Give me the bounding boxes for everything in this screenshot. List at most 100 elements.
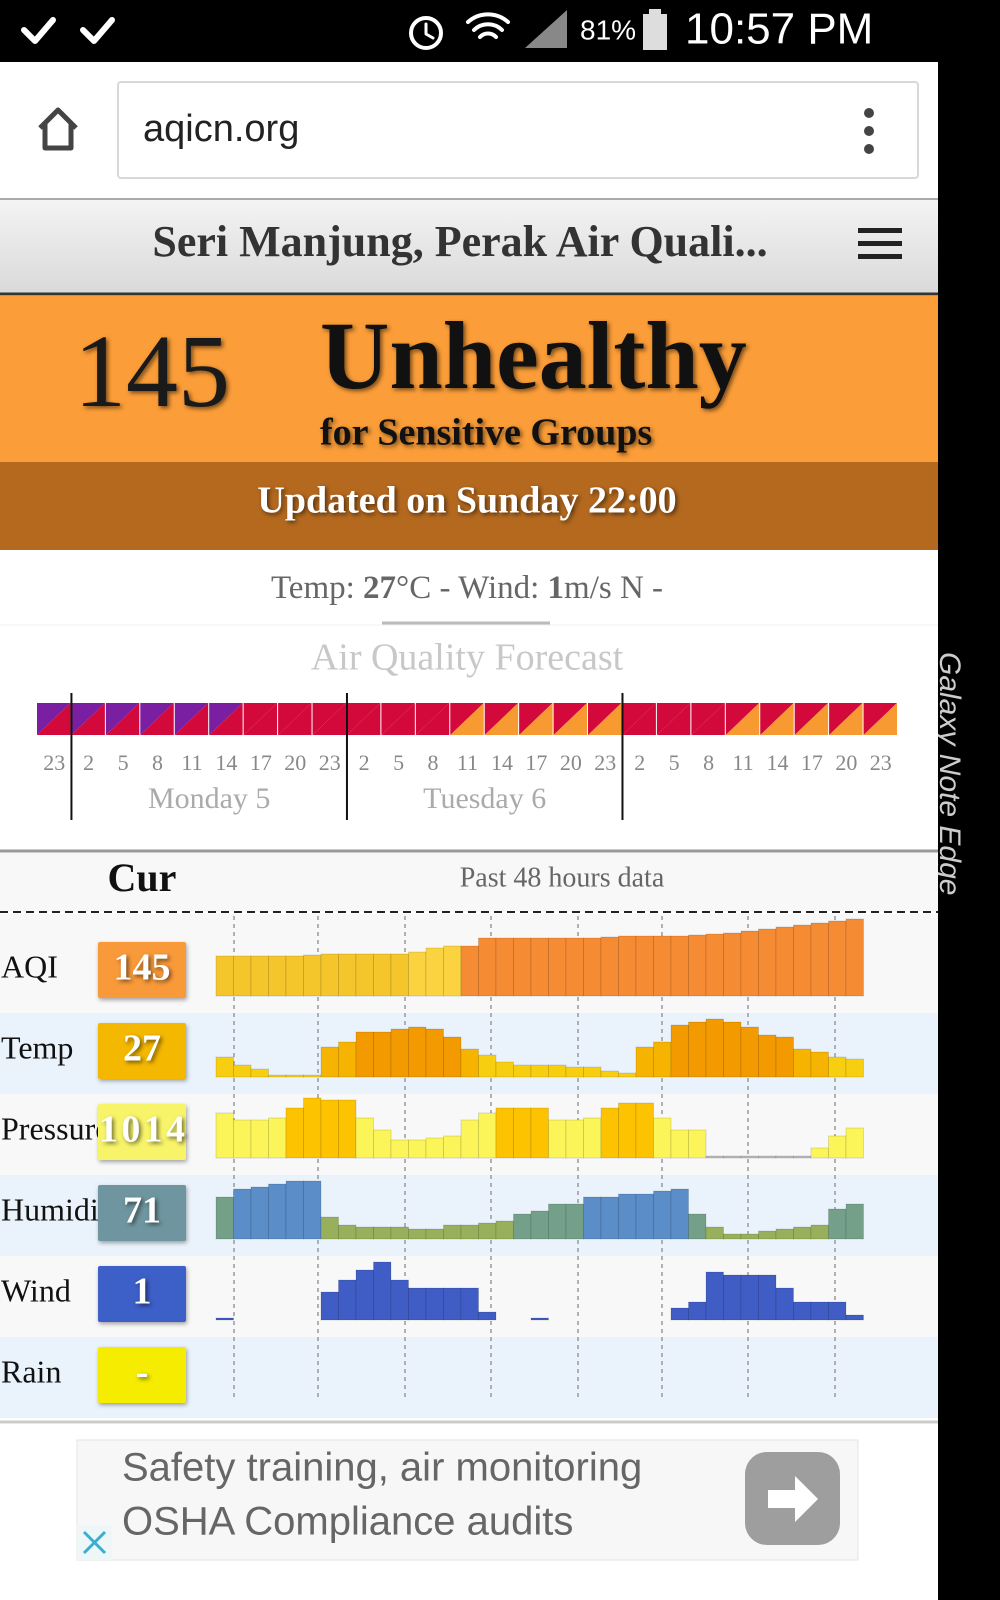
- bar: [530, 1107, 549, 1159]
- bar: [355, 1117, 374, 1159]
- hour-label: 11: [181, 750, 202, 775]
- bar: [268, 1074, 287, 1078]
- bar: [705, 1226, 724, 1240]
- current-value: -: [136, 1352, 149, 1394]
- table-header: [0, 853, 938, 912]
- battery-tip: [649, 9, 661, 15]
- bar: [530, 1210, 549, 1240]
- url-text[interactable]: aqicn.org: [143, 108, 299, 150]
- forecast-cell: [794, 703, 829, 735]
- bar: [688, 934, 707, 997]
- bar: [250, 1186, 269, 1240]
- bar: [793, 1226, 812, 1240]
- temp-value: 27: [363, 570, 396, 606]
- home-button[interactable]: [38, 107, 78, 151]
- hour-label: 2: [83, 750, 94, 775]
- forecast-cell: [588, 703, 622, 735]
- hour-label: 20: [835, 750, 857, 775]
- bar: [653, 1041, 672, 1078]
- forecast-cell: [553, 703, 588, 735]
- forecast-cell: [37, 703, 71, 735]
- device-label: Galaxy Note Edge: [933, 652, 966, 895]
- forecast-cell: [209, 703, 243, 735]
- row-label: Temp: [1, 1029, 73, 1065]
- bar: [600, 1196, 619, 1240]
- bar: [653, 1190, 672, 1240]
- signal-icon: [525, 10, 567, 48]
- bar: [268, 1117, 287, 1159]
- bar: [688, 1301, 707, 1321]
- bar: [268, 955, 287, 997]
- bar: [478, 1112, 497, 1159]
- bar: [390, 1279, 409, 1321]
- bar: [740, 1026, 759, 1078]
- forecast-cell: [105, 703, 140, 735]
- current-header: Cur: [108, 855, 177, 900]
- bar: [320, 953, 339, 997]
- bar: [688, 1213, 707, 1240]
- forecast-cell: [553, 703, 588, 735]
- overflow-menu[interactable]: [864, 108, 874, 154]
- bar: [810, 922, 829, 997]
- current-value-box: [98, 942, 186, 998]
- aqi-value: 145: [74, 314, 230, 429]
- url-bar[interactable]: [117, 81, 919, 179]
- bar: [635, 1193, 654, 1240]
- bar: [338, 1099, 357, 1159]
- row-label: Rain: [1, 1353, 61, 1389]
- bar: [233, 1119, 252, 1159]
- current-value: 145: [114, 947, 171, 989]
- bar: [758, 1034, 777, 1078]
- forecast-cell: [863, 703, 897, 735]
- forecast-cell: [829, 703, 863, 735]
- forecast-cell: [829, 703, 863, 735]
- bar: [635, 1102, 654, 1159]
- forecast-cell: [588, 703, 622, 735]
- bar: [425, 1137, 444, 1159]
- forecast-chart: 23 2 5 8 11 14 17 20 23 2 5 8 11 14 17 20 23 2 5 8 11 14 17 20 2…: [37, 693, 897, 820]
- bar: [828, 1056, 847, 1078]
- bar: [215, 1317, 234, 1321]
- bar: [670, 1307, 689, 1321]
- bar: [338, 1279, 357, 1321]
- hour-label: 2: [634, 750, 645, 775]
- current-value: 71: [123, 1190, 161, 1232]
- hour-label: 11: [457, 750, 478, 775]
- bar: [355, 1031, 374, 1078]
- bar: [723, 1021, 742, 1078]
- bar: [513, 937, 532, 997]
- bar: [373, 1261, 392, 1321]
- hour-label: 17: [801, 750, 823, 775]
- forecast-title: Air Quality Forecast: [311, 637, 624, 679]
- updated-banner: [0, 462, 938, 550]
- forecast-cell: [691, 703, 725, 735]
- hour-label: 17: [250, 750, 272, 775]
- forecast-cell: [622, 703, 656, 735]
- hour-label: 8: [428, 750, 439, 775]
- wind-value: 1: [548, 570, 565, 606]
- bar: [600, 1107, 619, 1159]
- bar: [828, 1301, 847, 1321]
- updated-time: Updated on Sunday 22:00: [257, 480, 676, 522]
- ad-box[interactable]: [76, 1439, 859, 1561]
- forecast-cell: [760, 703, 794, 735]
- bar: [215, 1056, 234, 1078]
- bar: [600, 936, 619, 997]
- bar: [845, 1127, 864, 1159]
- ad-line[interactable]: OSHA Compliance audits: [122, 1500, 573, 1544]
- hamburger-menu[interactable]: [858, 228, 902, 259]
- bar: [548, 1064, 567, 1078]
- ad-line[interactable]: Safety training, air monitoring: [122, 1446, 642, 1490]
- bar: [723, 1274, 742, 1321]
- bar: [670, 1129, 689, 1159]
- bar: [845, 1058, 864, 1078]
- bar: [443, 945, 462, 997]
- bar: [705, 1271, 724, 1321]
- forecast-cell: [140, 703, 174, 735]
- aqi-sublevel: for Sensitive Groups: [320, 412, 652, 454]
- bar: [723, 1233, 742, 1240]
- bar: [390, 953, 409, 997]
- bar: [233, 1064, 252, 1078]
- forecast-cell: [725, 703, 760, 735]
- bar: [355, 1226, 374, 1240]
